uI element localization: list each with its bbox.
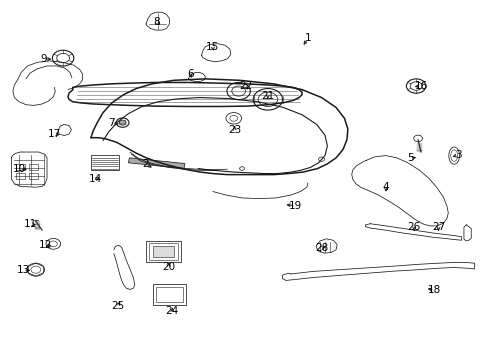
Text: 9: 9	[40, 54, 47, 64]
Bar	[16, 173, 25, 179]
Text: 3: 3	[454, 150, 461, 160]
Text: 6: 6	[187, 69, 194, 79]
Text: 25: 25	[111, 301, 124, 311]
Text: 19: 19	[288, 201, 302, 211]
Text: 21: 21	[261, 91, 274, 101]
Bar	[29, 163, 38, 170]
Bar	[29, 173, 38, 179]
Bar	[149, 243, 177, 260]
Bar	[156, 287, 182, 302]
Text: 23: 23	[228, 125, 241, 135]
Text: 8: 8	[153, 17, 160, 27]
Bar	[153, 246, 174, 257]
Bar	[146, 241, 181, 262]
Text: 5: 5	[406, 153, 413, 163]
Bar	[91, 155, 119, 170]
Bar	[16, 163, 25, 170]
Text: 4: 4	[382, 182, 388, 192]
Text: 17: 17	[48, 129, 61, 139]
Text: 15: 15	[206, 42, 219, 51]
Text: 20: 20	[162, 262, 175, 272]
Text: 28: 28	[314, 243, 327, 253]
Text: 13: 13	[17, 265, 30, 275]
Bar	[153, 284, 185, 305]
Text: 18: 18	[427, 285, 440, 296]
Text: 27: 27	[431, 222, 444, 232]
Text: 22: 22	[238, 81, 252, 91]
Text: 24: 24	[165, 306, 179, 316]
Text: 1: 1	[304, 33, 310, 43]
Text: 26: 26	[407, 222, 420, 232]
Text: 10: 10	[13, 164, 26, 174]
Text: 16: 16	[413, 81, 427, 91]
Bar	[128, 158, 184, 168]
Text: 14: 14	[89, 174, 102, 184]
Text: 12: 12	[39, 240, 52, 250]
Text: 2: 2	[142, 159, 149, 169]
Text: 7: 7	[108, 118, 115, 128]
Text: 11: 11	[24, 219, 38, 229]
